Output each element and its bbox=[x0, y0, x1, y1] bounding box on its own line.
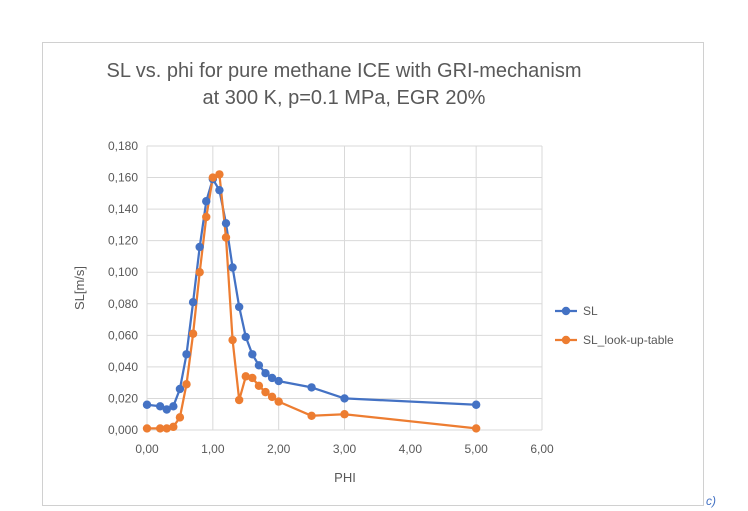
data-point-sl bbox=[248, 350, 257, 359]
y-tick-labels: 0,000 0,020 0,040 0,060 0,080 0,100 0,120 0,140… bbox=[108, 139, 138, 437]
y-tick-label: 0,160 bbox=[108, 171, 138, 185]
x-tick-label: 0,00 bbox=[135, 442, 159, 456]
chart-title: SL vs. phi for pure methane ICE with GRI… bbox=[44, 58, 644, 112]
data-point-sl-look-up-table bbox=[267, 392, 277, 402]
data-point-sl-look-up-table bbox=[234, 395, 244, 405]
x-tick-label: 3,00 bbox=[333, 442, 357, 456]
data-point-sl-look-up-table bbox=[175, 413, 185, 422]
data-point-sl-look-up-table bbox=[274, 397, 283, 406]
data-point-sl-look-up-table bbox=[195, 268, 204, 277]
data-point-sl bbox=[215, 185, 224, 195]
data-point-sl bbox=[175, 384, 185, 394]
data-point-sl-look-up-table bbox=[471, 424, 481, 433]
data-point-sl-look-up-table bbox=[228, 335, 237, 345]
data-point-sl-look-up-table bbox=[261, 387, 270, 397]
y-tick-label: 0,060 bbox=[108, 328, 138, 342]
x-tick-label: 4,00 bbox=[399, 442, 423, 456]
data-point-sl bbox=[162, 405, 171, 414]
data-point-sl bbox=[188, 298, 198, 307]
grid-lines bbox=[146, 145, 543, 431]
x-tick-label: 5,00 bbox=[464, 442, 488, 456]
data-point-sl-look-up-table bbox=[142, 424, 152, 433]
series-points bbox=[142, 170, 481, 433]
data-point-sl-look-up-table bbox=[162, 424, 171, 433]
data-point-sl-look-up-table bbox=[215, 170, 224, 179]
data-point-sl-look-up-table bbox=[254, 381, 264, 391]
data-point-sl bbox=[267, 373, 277, 383]
data-point-sl bbox=[155, 402, 165, 411]
x-tick-label: 1,00 bbox=[201, 442, 225, 456]
y-tick-label: 0,120 bbox=[108, 234, 138, 248]
data-point-sl-look-up-table bbox=[208, 173, 218, 182]
legend-marker-sl-look-up-table bbox=[561, 335, 571, 345]
x-axis-label: PHI bbox=[334, 470, 356, 485]
data-point-sl-look-up-table bbox=[307, 411, 316, 420]
y-tick-label: 0,080 bbox=[108, 297, 138, 311]
x-tick-label: 6,00 bbox=[530, 442, 554, 456]
y-axis-label: SL[m/s] bbox=[72, 266, 87, 310]
legend-label-sl-look-up-table: SL_look-up-table bbox=[583, 333, 674, 347]
y-tick-label: 0,000 bbox=[108, 423, 138, 437]
data-point-sl-look-up-table bbox=[169, 422, 178, 432]
data-point-sl bbox=[169, 402, 178, 411]
data-point-sl-look-up-table bbox=[202, 212, 211, 222]
data-point-sl bbox=[228, 263, 237, 272]
data-point-sl-look-up-table bbox=[340, 410, 349, 419]
data-point-sl-look-up-table bbox=[221, 233, 231, 242]
legend: SL SL_look-up-table bbox=[555, 304, 674, 347]
data-point-sl-look-up-table bbox=[182, 380, 191, 389]
data-point-sl bbox=[274, 376, 283, 386]
x-tick-label: 2,00 bbox=[267, 442, 291, 456]
data-point-sl bbox=[471, 400, 481, 409]
data-point-sl bbox=[261, 369, 270, 378]
data-point-sl bbox=[234, 302, 244, 312]
data-point-sl-look-up-table bbox=[241, 372, 250, 381]
data-point-sl bbox=[241, 332, 250, 342]
legend-marker-sl bbox=[561, 306, 571, 316]
y-tick-label: 0,180 bbox=[108, 139, 138, 153]
data-point-sl bbox=[202, 197, 211, 206]
data-point-sl bbox=[340, 394, 349, 403]
x-tick-labels: 0,00 1,00 2,00 3,00 4,00 5,00 6,00 bbox=[135, 442, 554, 456]
chart-title-line-1: SL vs. phi for pure methane ICE with GRI… bbox=[106, 60, 582, 82]
chart-title-line-2: at 300 K, p=0.1 MPa, EGR 20% bbox=[202, 87, 486, 109]
data-point-sl bbox=[307, 383, 316, 392]
data-point-sl bbox=[221, 219, 231, 228]
data-point-sl bbox=[254, 361, 264, 370]
y-tick-label: 0,040 bbox=[108, 360, 138, 374]
chart-frame bbox=[42, 42, 704, 506]
data-point-sl bbox=[142, 400, 152, 409]
data-point-sl bbox=[182, 350, 191, 359]
data-point-sl-look-up-table bbox=[155, 424, 165, 433]
legend-label-sl: SL bbox=[583, 304, 598, 318]
data-point-sl bbox=[195, 242, 204, 252]
y-tick-label: 0,100 bbox=[108, 265, 138, 279]
figure-caption: c) bbox=[706, 494, 716, 508]
y-tick-label: 0,140 bbox=[108, 202, 138, 216]
data-point-sl-look-up-table bbox=[248, 373, 257, 383]
y-tick-label: 0,020 bbox=[108, 391, 138, 405]
data-point-sl-look-up-table bbox=[188, 329, 198, 338]
